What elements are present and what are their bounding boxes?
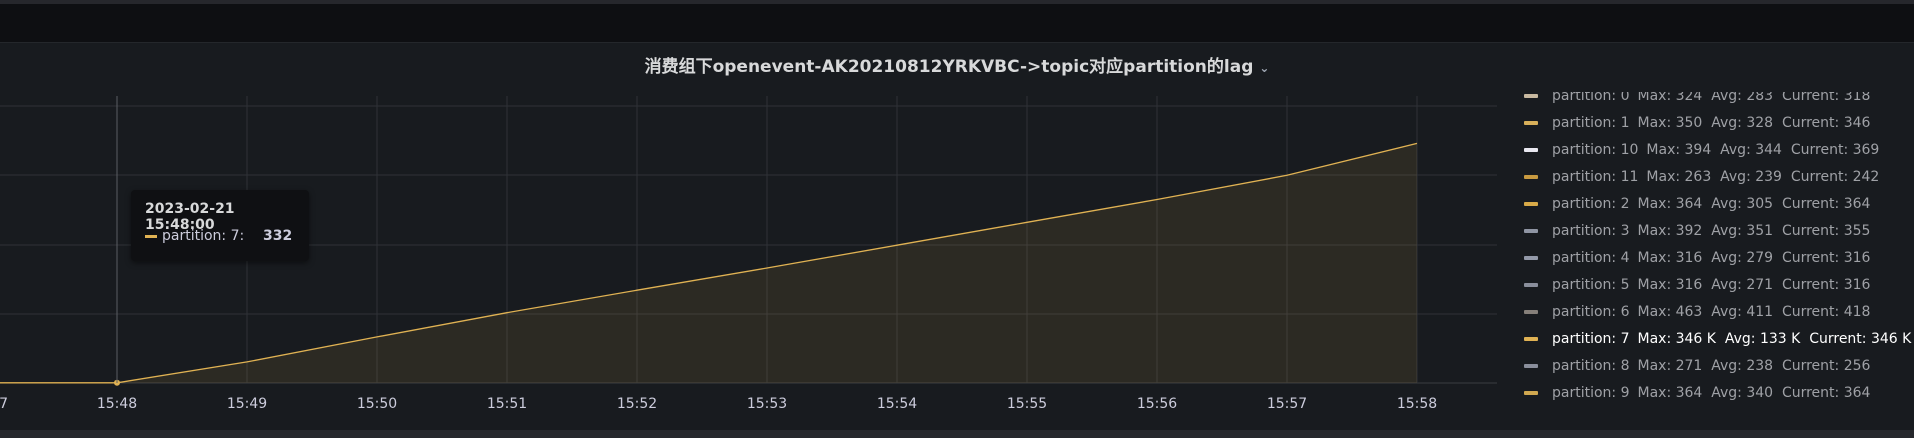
legend-swatch xyxy=(1524,147,1538,152)
bottom-bar xyxy=(0,430,1914,438)
legend-item[interactable]: partition: 8 Max: 271 Avg: 238 Current: 2… xyxy=(1524,352,1911,379)
tooltip-time: 2023-02-21 15:48:00 xyxy=(145,201,235,233)
legend-swatch xyxy=(1524,255,1538,260)
legend-series-name: partition: 9 xyxy=(1552,384,1630,401)
legend-swatch xyxy=(1524,228,1538,233)
graph-panel xyxy=(0,42,1914,431)
legend-swatch xyxy=(1524,363,1538,368)
legend-swatch xyxy=(1524,174,1538,179)
legend-item[interactable]: partition: 7 Max: 346 K Avg: 133 K Curren… xyxy=(1524,325,1911,352)
legend-series-name: partition: 11 xyxy=(1552,168,1639,185)
x-tick-label-4: 15:51 xyxy=(487,396,527,412)
x-tick-label-0: 7 xyxy=(0,396,8,412)
chart-plot[interactable]: 7 15:48 15:49 15:50 15:51 15:52 15:53 15:54 15:5… xyxy=(0,42,1520,430)
legend-series-name: partition: 10 xyxy=(1552,141,1639,158)
legend-item[interactable]: partition: 2 Max: 364 Avg: 305 Current: 3… xyxy=(1524,190,1911,217)
x-tick-label-8: 15:55 xyxy=(1007,396,1047,412)
legend-stats: Max: 463 Avg: 411 Current: 418 xyxy=(1637,303,1871,320)
legend-swatch xyxy=(1524,390,1538,395)
legend-stats: Max: 350 Avg: 328 Current: 346 xyxy=(1637,114,1871,131)
legend-item[interactable]: partition: 4 Max: 316 Avg: 279 Current: 3… xyxy=(1524,244,1911,271)
x-axis-ticks: 7 15:48 15:49 15:50 15:51 15:52 15:53 15:54 15:5… xyxy=(0,396,1437,412)
legend-stats: Max: 263 Avg: 239 Current: 242 xyxy=(1646,168,1880,185)
legend-series-name: partition: 6 xyxy=(1552,303,1630,320)
legend-swatch xyxy=(1524,309,1538,314)
legend-item[interactable]: partition: 10 Max: 394 Avg: 344 Current: … xyxy=(1524,136,1911,163)
series-line-0 xyxy=(0,142,1418,384)
tooltip-series-name: partition: 7: xyxy=(162,228,245,244)
tooltip-value: 332 xyxy=(263,228,293,244)
legend-stats: Max: 364 Avg: 340 Current: 364 xyxy=(1637,384,1871,401)
legend-stats: Max: 364 Avg: 305 Current: 364 xyxy=(1637,195,1871,212)
hover-tooltip: 2023-02-21 15:48:00 partition: 7: 332 xyxy=(131,190,309,261)
tooltip-series-swatch xyxy=(145,234,157,238)
x-tick-label-7: 15:54 xyxy=(877,396,917,412)
legend-swatch xyxy=(1524,120,1538,125)
legend-series-name: partition: 0 xyxy=(1552,92,1630,104)
x-tick-label-2: 15:49 xyxy=(227,396,267,412)
legend-swatch xyxy=(1524,336,1538,341)
legend-item[interactable]: partition: 5 Max: 316 Avg: 271 Current: 3… xyxy=(1524,271,1911,298)
legend-stats: Max: 271 Avg: 238 Current: 256 xyxy=(1637,357,1871,374)
series-area-0 xyxy=(0,143,1417,383)
x-tick-label-6: 15:53 xyxy=(747,396,787,412)
x-tick-label-1: 15:48 xyxy=(97,396,137,412)
x-tick-label-3: 15:50 xyxy=(357,396,397,412)
legend-stats: Max: 324 Avg: 283 Current: 318 xyxy=(1637,92,1871,104)
chevron-down-icon[interactable]: ⌄ xyxy=(1259,61,1270,75)
legend-item[interactable]: partition: 6 Max: 463 Avg: 411 Current: 4… xyxy=(1524,298,1911,325)
panel-title[interactable]: 消费组下openevent-AK20210812YRKVBC->topic对应p… xyxy=(0,52,1914,77)
legend-stats: Max: 316 Avg: 279 Current: 316 xyxy=(1637,249,1871,266)
chart-series xyxy=(0,96,1418,386)
top-bar xyxy=(0,0,1914,4)
legend-item[interactable]: partition: 11 Max: 263 Avg: 239 Current: … xyxy=(1524,163,1911,190)
legend-swatch xyxy=(1524,201,1538,206)
legend-series-name: partition: 4 xyxy=(1552,249,1630,266)
x-tick-label-10: 15:57 xyxy=(1267,396,1307,412)
legend-stats: Max: 316 Avg: 271 Current: 316 xyxy=(1637,276,1871,293)
legend-series-name: partition: 2 xyxy=(1552,195,1630,212)
legend-stats: Max: 346 K Avg: 133 K Current: 346 K xyxy=(1637,330,1912,347)
x-tick-label-9: 15:56 xyxy=(1137,396,1177,412)
dashboard-strip xyxy=(0,4,1914,42)
legend-series-name: partition: 7 xyxy=(1552,330,1630,347)
legend-item[interactable]: partition: 1 Max: 350 Avg: 328 Current: 3… xyxy=(1524,109,1911,136)
legend-swatch xyxy=(1524,93,1538,98)
x-tick-label-11: 15:58 xyxy=(1397,396,1437,412)
legend-series-name: partition: 3 xyxy=(1552,222,1630,239)
legend-series-name: partition: 1 xyxy=(1552,114,1630,131)
legend-stats: Max: 392 Avg: 351 Current: 355 xyxy=(1637,222,1871,239)
legend-item[interactable]: partition: 3 Max: 392 Avg: 351 Current: 3… xyxy=(1524,217,1911,244)
x-tick-label-5: 15:52 xyxy=(617,396,657,412)
panel-title-text[interactable]: 消费组下openevent-AK20210812YRKVBC->topic对应p… xyxy=(644,57,1254,77)
legend-item[interactable]: partition: 0 Max: 324 Avg: 283 Current: 3… xyxy=(1524,92,1911,109)
legend-stats: Max: 394 Avg: 344 Current: 369 xyxy=(1646,141,1880,158)
legend-series-name: partition: 5 xyxy=(1552,276,1630,293)
legend-item[interactable]: partition: 9 Max: 364 Avg: 340 Current: 3… xyxy=(1524,379,1911,406)
legend-swatch xyxy=(1524,282,1538,287)
chart-legend: partition: 0 Max: 324 Avg: 283 Current: 3… xyxy=(1524,92,1914,412)
legend-series-name: partition: 8 xyxy=(1552,357,1630,374)
tooltip-series: partition: 7: xyxy=(145,228,244,244)
